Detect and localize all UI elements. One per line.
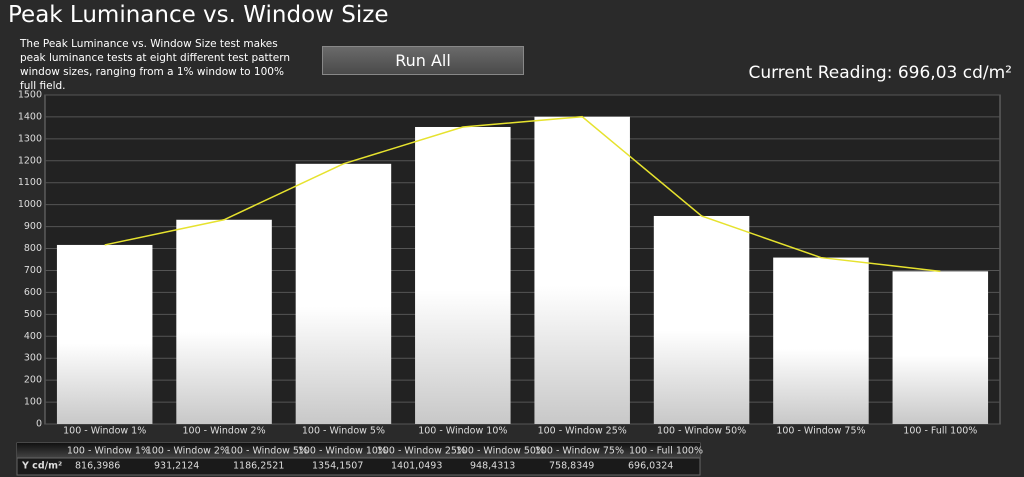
x-tick-label: 100 - Window 50% bbox=[657, 426, 746, 437]
x-tick-label: 100 - Window 5% bbox=[302, 426, 385, 437]
table-value: 696,0324 bbox=[628, 461, 673, 472]
y-tick-label: 600 bbox=[24, 287, 42, 298]
description: The Peak Luminance vs. Window Size test … bbox=[20, 38, 291, 92]
y-tick-label: 800 bbox=[24, 243, 42, 254]
table-header: 100 - Full 100% bbox=[629, 446, 703, 457]
table-value: 758,8349 bbox=[549, 461, 594, 472]
table-header: 100 - Window 75% bbox=[535, 446, 624, 457]
table-header: 100 - Window 1% bbox=[67, 446, 150, 457]
y-tick-label: 1300 bbox=[18, 133, 42, 144]
x-tick-label: 100 - Window 25% bbox=[538, 426, 627, 437]
current-reading: Current Reading: 696,03 cd/m² bbox=[748, 63, 1012, 83]
y-tick-label: 1400 bbox=[18, 111, 42, 122]
table-value: 1354,1507 bbox=[312, 461, 363, 472]
x-tick-label: 100 - Window 10% bbox=[418, 426, 507, 437]
table-row-label: Y cd/m² bbox=[21, 461, 62, 472]
table-header: 100 - Window 5% bbox=[225, 446, 308, 457]
table-header: 100 - Window 10% bbox=[298, 446, 387, 457]
table-value: 931,2124 bbox=[154, 461, 199, 472]
table-header: 100 - Window 2% bbox=[146, 446, 229, 457]
x-tick-label: 100 - Window 2% bbox=[182, 426, 265, 437]
bar bbox=[892, 271, 989, 424]
table-header: 100 - Window 25% bbox=[377, 446, 466, 457]
x-tick-label: 100 - Window 75% bbox=[776, 426, 865, 437]
table-value: 816,3986 bbox=[75, 461, 120, 472]
x-tick-label: 100 - Full 100% bbox=[903, 426, 977, 437]
bar bbox=[534, 116, 630, 424]
y-tick-label: 700 bbox=[24, 265, 42, 276]
bar bbox=[176, 219, 272, 424]
table-header bbox=[17, 443, 700, 458]
y-tick-label: 300 bbox=[24, 353, 42, 364]
y-tick-label: 900 bbox=[24, 221, 42, 232]
table-header: 100 - Window 50% bbox=[456, 446, 545, 457]
table-value: 1186,2521 bbox=[233, 461, 284, 472]
y-tick-label: 100 bbox=[24, 397, 42, 408]
y-tick-label: 400 bbox=[24, 331, 42, 342]
bar bbox=[653, 215, 750, 424]
page-title: Peak Luminance vs. Window Size bbox=[8, 2, 389, 28]
table-value: 948,4313 bbox=[470, 461, 515, 472]
y-tick-label: 1100 bbox=[18, 177, 42, 188]
table-value: 1401,0493 bbox=[391, 461, 442, 472]
x-tick-label: 100 - Window 1% bbox=[63, 426, 146, 437]
bar bbox=[295, 163, 392, 424]
line bbox=[104, 115, 941, 273]
y-tick-label: 1200 bbox=[18, 155, 42, 166]
y-tick-label: 0 bbox=[36, 419, 42, 430]
y-tick-label: 1000 bbox=[18, 199, 42, 210]
bar bbox=[773, 257, 869, 424]
y-tick-label: 500 bbox=[24, 309, 42, 320]
y-tick-label: 200 bbox=[24, 375, 42, 386]
bar bbox=[56, 244, 153, 424]
y-tick-label: 1500 bbox=[18, 90, 42, 101]
bar bbox=[415, 126, 511, 424]
run-all-button[interactable]: Run All bbox=[322, 46, 524, 75]
